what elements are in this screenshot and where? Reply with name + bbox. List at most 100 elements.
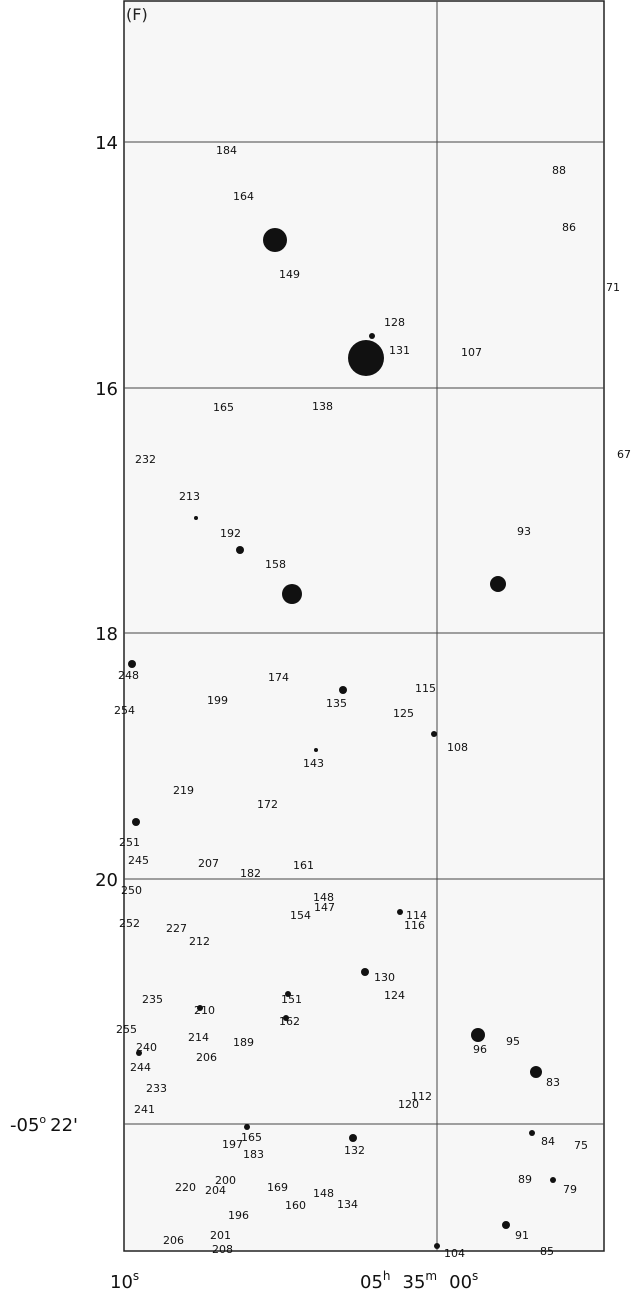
- dec-tick: -05o 22': [10, 1113, 78, 1136]
- source-label: 204: [205, 1184, 226, 1197]
- source-label: 251: [119, 836, 140, 849]
- source-label: 232: [135, 453, 156, 466]
- star: [361, 968, 369, 976]
- source-label: 199: [207, 694, 228, 707]
- source-label: 104: [444, 1247, 465, 1260]
- source-label: 84: [541, 1135, 555, 1148]
- star: [431, 731, 437, 737]
- grid: [124, 1, 604, 1251]
- source-label: 132: [344, 1144, 365, 1157]
- source-label: 107: [461, 346, 482, 359]
- source-label: 165: [213, 401, 234, 414]
- source-label: 138: [312, 400, 333, 413]
- source-label: 93: [517, 525, 531, 538]
- source-label: 200: [215, 1174, 236, 1187]
- source-label: 149: [279, 268, 300, 281]
- ra-m: 35: [403, 1272, 426, 1293]
- source-label: 196: [228, 1209, 249, 1222]
- source-label: 227: [166, 922, 187, 935]
- source-label: 158: [265, 558, 286, 571]
- source-label: 96: [473, 1043, 487, 1056]
- source-label: 219: [173, 784, 194, 797]
- dec-tick: 20: [95, 870, 118, 891]
- source-label: 248: [118, 669, 139, 682]
- source-label: 254: [114, 704, 135, 717]
- source-label: 131: [389, 344, 410, 357]
- source-label: 182: [240, 867, 261, 880]
- source-label: 143: [303, 757, 324, 770]
- dec-tick: 18: [95, 624, 118, 645]
- source-label: 79: [563, 1183, 577, 1196]
- star: [128, 660, 136, 668]
- source-label: 108: [447, 741, 468, 754]
- star: [490, 576, 506, 592]
- source-labels: 184 164 149 128 131 107 88 86 71 165 138 232 213 192 1…: [114, 144, 631, 1260]
- star: [197, 1005, 203, 1011]
- dec-tick: 14: [95, 133, 118, 154]
- source-label: 116: [404, 919, 425, 932]
- star: [434, 1243, 440, 1249]
- star: [314, 748, 318, 752]
- star: [283, 1015, 289, 1021]
- star: [236, 546, 244, 554]
- source-label: 240: [136, 1041, 157, 1054]
- source-label: 124: [384, 989, 405, 1002]
- deg-mark: o: [39, 1113, 46, 1126]
- star: [282, 584, 302, 604]
- star: [530, 1066, 542, 1078]
- source-label: 172: [257, 798, 278, 811]
- unit: m: [425, 1269, 437, 1283]
- source-label: 85: [540, 1245, 554, 1258]
- source-label: 130: [374, 971, 395, 984]
- source-label: 67: [617, 448, 631, 461]
- source-label: 184: [216, 144, 237, 157]
- source-label: 220: [175, 1181, 196, 1194]
- star: [349, 1134, 357, 1142]
- source-label: 89: [518, 1173, 532, 1186]
- source-label: 233: [146, 1082, 167, 1095]
- source-label: 235: [142, 993, 163, 1006]
- source-label: 183: [243, 1148, 264, 1161]
- source-label: 206: [163, 1234, 184, 1247]
- source-label: 151: [281, 993, 302, 1006]
- source-label: 255: [116, 1023, 137, 1036]
- source-label: 244: [130, 1061, 151, 1074]
- source-label: 164: [233, 190, 254, 203]
- star: [136, 1050, 142, 1056]
- deg: -05: [10, 1115, 39, 1136]
- source-label: 95: [506, 1035, 520, 1048]
- source-label: 148: [313, 891, 334, 904]
- star: [529, 1130, 535, 1136]
- source-label: 71: [606, 281, 620, 294]
- star: [348, 340, 384, 376]
- source-label: 88: [552, 164, 566, 177]
- star: [244, 1124, 250, 1130]
- source-label: 147: [314, 901, 335, 914]
- source-label: 165: [241, 1131, 262, 1144]
- ra-h: 05: [360, 1272, 383, 1293]
- source-label: 213: [179, 490, 200, 503]
- ra-s: 00: [449, 1272, 472, 1293]
- frame: [123, 0, 605, 1252]
- source-label: 201: [210, 1229, 231, 1242]
- source-label: 83: [546, 1076, 560, 1089]
- source-label: 241: [134, 1103, 155, 1116]
- source-label: 120: [398, 1098, 419, 1111]
- source-label: 210: [194, 1004, 215, 1017]
- unit: s: [133, 1269, 139, 1283]
- star: [263, 228, 287, 252]
- ra-tick: 05h 35m 00s: [360, 1269, 478, 1293]
- source-label: 112: [411, 1090, 432, 1103]
- source-label: 197: [222, 1138, 243, 1151]
- star: [471, 1028, 485, 1042]
- stars: [128, 228, 556, 1249]
- star: [369, 333, 375, 339]
- source-label: 245: [128, 854, 149, 867]
- panel-label: (F): [126, 5, 148, 24]
- source-label: 148: [313, 1187, 334, 1200]
- source-label: 162: [279, 1015, 300, 1028]
- source-label: 174: [268, 671, 289, 684]
- source-label: 250: [121, 884, 142, 897]
- minutes: 22': [50, 1115, 78, 1136]
